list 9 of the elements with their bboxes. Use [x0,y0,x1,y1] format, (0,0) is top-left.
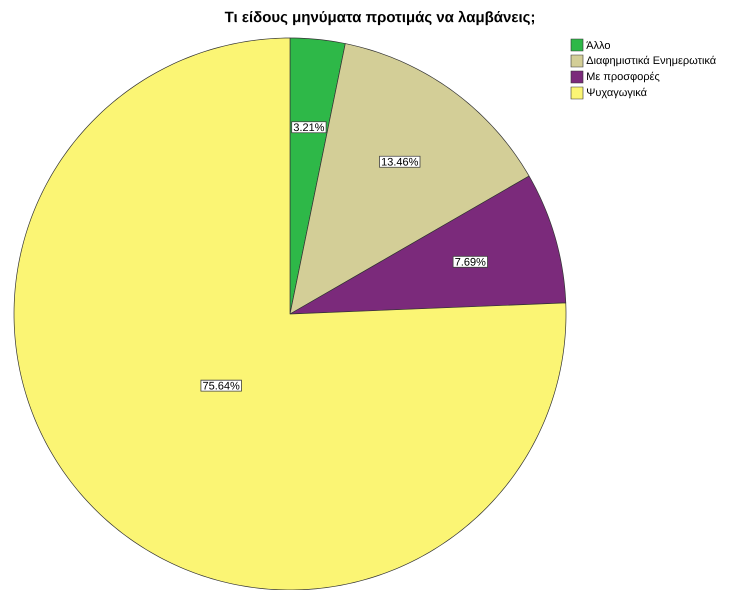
data-label: 13.46% [382,158,418,166]
legend-label: Άλλο [586,40,610,50]
legend-label: Διαφημιστικά Ενημερωτικά [586,56,716,66]
chart-title: Τι είδους μηνύματα προτιμάς να λαμβάνεις; [224,10,534,26]
data-label: 7.69% [455,258,486,266]
legend-label: Ψυχαγωγικά [586,88,647,98]
data-label: 3.21% [294,123,324,132]
legend-label: Με προσφορές [587,72,660,82]
data-label: 75.64% [203,382,240,390]
